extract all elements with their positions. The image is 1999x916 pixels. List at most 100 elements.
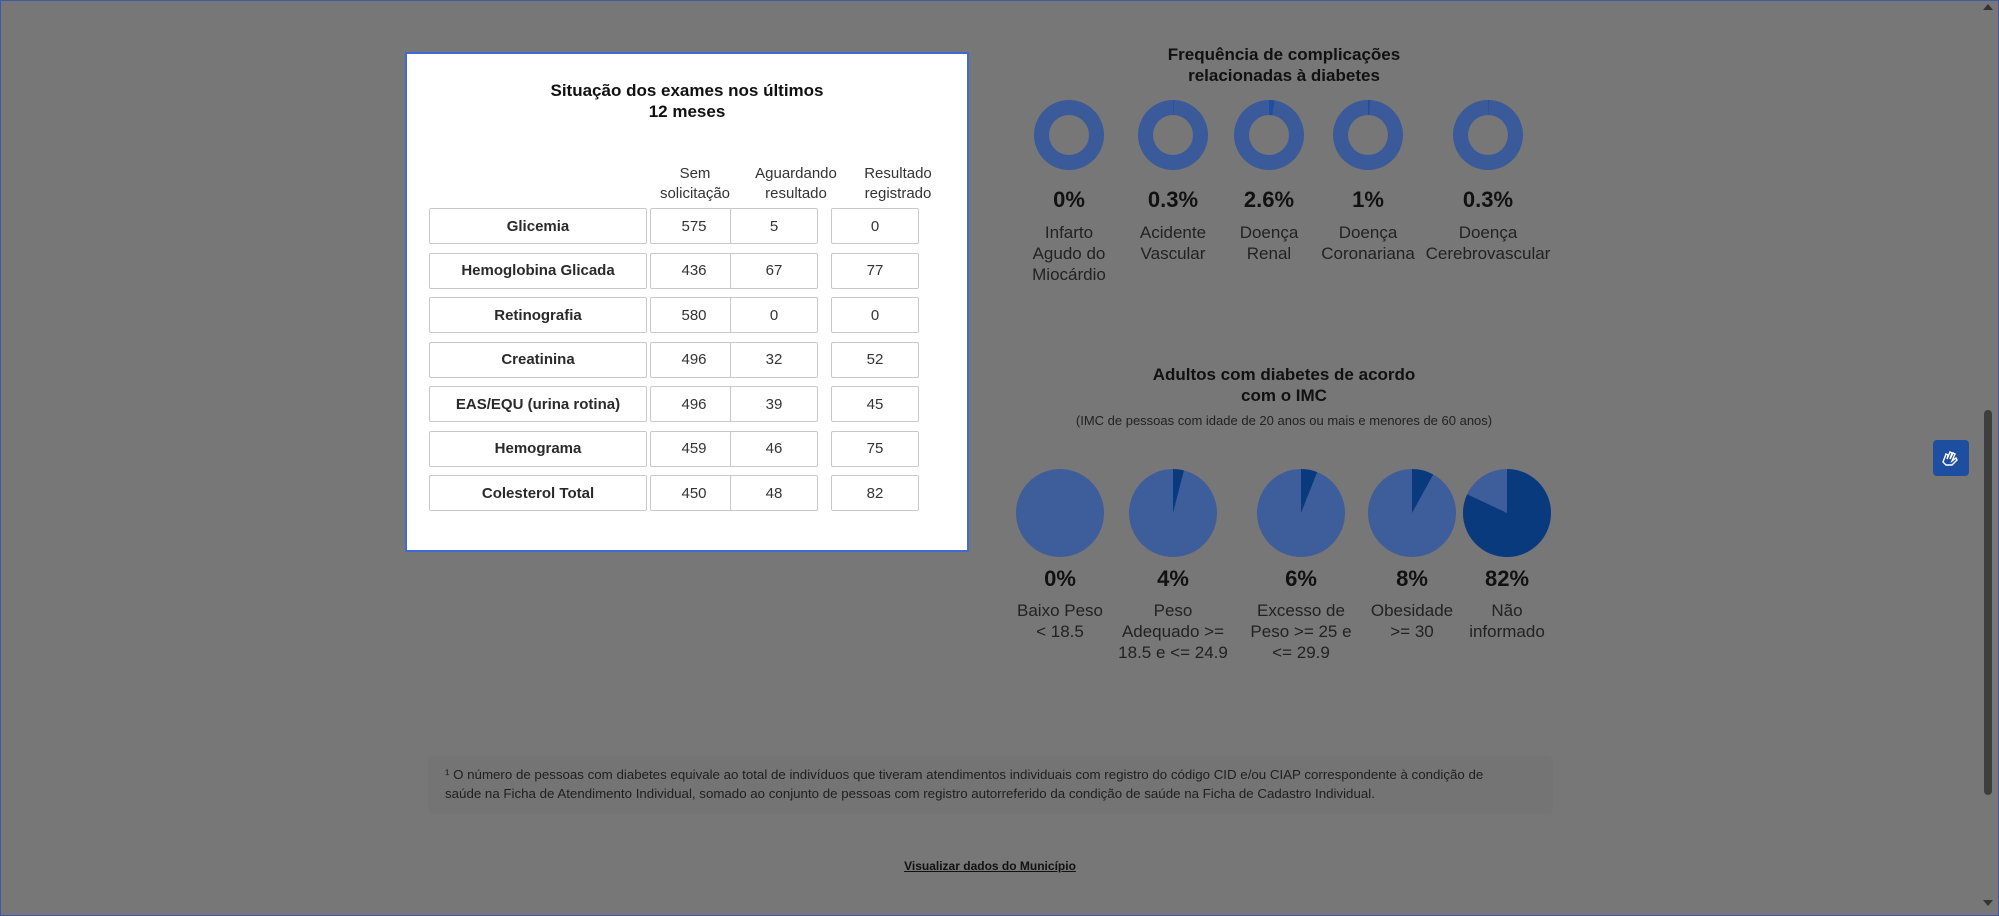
exam-value-cell: 496 xyxy=(650,341,738,378)
imc-label-line: informado xyxy=(1469,622,1545,641)
complication-percent: 0.3% xyxy=(1462,187,1514,212)
imc-subtitle: (IMC de pessoas com idade de 20 anos ou … xyxy=(1075,413,1493,428)
imc-percent: 8% xyxy=(1396,566,1428,591)
imc-label-line: <= 29.9 xyxy=(1272,643,1330,662)
exam-value-cell: 46 xyxy=(730,430,818,467)
imc-label-line: 18.5 e <= 24.9 xyxy=(1118,643,1228,662)
imc-label: Baixo Peso < 18.5 xyxy=(995,600,1125,642)
pie-slice xyxy=(1301,469,1318,513)
complication-donut xyxy=(1234,100,1304,170)
imc-pie xyxy=(1129,469,1217,557)
donut-hole xyxy=(1249,115,1289,155)
exam-value-cell: 0 xyxy=(730,297,818,333)
exam-value-cell: 0 xyxy=(831,297,919,333)
complication-label-line: Coronariana xyxy=(1321,244,1415,263)
donut-hole xyxy=(1468,115,1508,155)
scroll-up-icon[interactable] xyxy=(1983,4,1993,10)
donut-hole xyxy=(1049,115,1089,155)
exam-label: Retinografia xyxy=(429,297,647,333)
exam-label: Hemograma xyxy=(429,430,647,467)
imc-label-line: Peso >= 25 e xyxy=(1250,622,1352,641)
complication-label-line: Infarto xyxy=(1044,223,1094,242)
imc-label-line: >= 30 xyxy=(1390,622,1434,641)
complication-label: Doença Cerebrovascular xyxy=(1423,222,1553,264)
imc-label-line: Não xyxy=(1491,601,1523,620)
donut-hole xyxy=(1153,115,1193,155)
complication-percent: 1% xyxy=(1352,187,1384,212)
pie-slice xyxy=(1173,469,1184,513)
complication-label-line: Agudo do xyxy=(1032,244,1106,263)
exam-value-cell: 5 xyxy=(730,208,818,244)
complication-percent: 0% xyxy=(1053,187,1085,212)
scroll-down-icon[interactable] xyxy=(1983,900,1993,906)
complication-percent: 0.3% xyxy=(1147,187,1199,212)
exam-value-cell: 450 xyxy=(650,475,738,511)
exam-label: Colesterol Total xyxy=(429,475,647,511)
exam-value-cell: 75 xyxy=(831,430,919,467)
exam-value-cell: 0 xyxy=(831,208,919,244)
complication-label: Doença Coronariana xyxy=(1303,222,1433,264)
complication-label-line: Acidente xyxy=(1139,223,1207,242)
pie-base xyxy=(1016,469,1104,557)
exam-value-cell: 39 xyxy=(730,386,818,422)
complication-donut xyxy=(1034,100,1104,170)
imc-label: Excesso de Peso >= 25 e <= 29.9 xyxy=(1236,600,1366,663)
imc-label-line: Excesso de xyxy=(1257,601,1345,620)
exam-value-cell: 82 xyxy=(831,475,919,511)
exam-value-cell: 459 xyxy=(650,430,738,467)
imc-label-line: Baixo Peso xyxy=(1017,601,1103,620)
complication-percent: 2.6% xyxy=(1243,187,1295,212)
complication-donut xyxy=(1333,100,1403,170)
exam-label: EAS/EQU (urina rotina) xyxy=(429,386,647,422)
imc-label-line: Adequado >= xyxy=(1121,622,1225,641)
exam-value-cell: 580 xyxy=(650,297,738,333)
imc-label: Não informado xyxy=(1442,600,1572,642)
exam-value-cell: 67 xyxy=(730,252,818,289)
exam-label: Hemoglobina Glicada xyxy=(429,252,647,289)
exam-value-cell: 32 xyxy=(730,341,818,378)
scrollbar[interactable] xyxy=(1979,0,1997,914)
imc-label: Obesidade >= 30 xyxy=(1347,600,1477,642)
footnote: ¹ O número de pessoas com diabetes equiv… xyxy=(428,756,1553,814)
complication-label: Acidente Vascular xyxy=(1108,222,1238,264)
exam-value-cell: 436 xyxy=(650,252,738,289)
complication-label-line: Vascular xyxy=(1140,244,1206,263)
complication-donut xyxy=(1453,100,1523,170)
modal-title: Situação dos exames nos últimos 12 meses xyxy=(550,81,824,121)
complications-title: Frequência de complicações relacionadas … xyxy=(1167,45,1401,85)
imc-pie xyxy=(1463,469,1551,557)
imc-label-line: Peso xyxy=(1153,601,1193,620)
exam-label: Creatinina xyxy=(429,341,647,378)
complication-label-line: Miocárdio xyxy=(1032,265,1106,284)
column-header-resultado-registrado: Resultado registrado xyxy=(864,165,932,202)
imc-pie xyxy=(1016,469,1104,557)
exam-value-cell: 45 xyxy=(831,386,919,422)
imc-pie xyxy=(1257,469,1345,557)
complication-label: Doença Renal xyxy=(1204,222,1334,264)
imc-percent: 4% xyxy=(1157,566,1189,591)
imc-percent: 82% xyxy=(1484,566,1530,591)
complication-donut xyxy=(1138,100,1208,170)
vlibras-hands-icon[interactable] xyxy=(1933,440,1969,476)
exam-value-cell: 496 xyxy=(650,386,738,422)
imc-label-line: < 18.5 xyxy=(1036,622,1084,641)
imc-percent: 0% xyxy=(1044,566,1076,591)
scrollbar-thumb[interactable] xyxy=(1984,410,1992,795)
complication-label-line: Doença xyxy=(1458,223,1518,242)
complication-label-line: Cerebrovascular xyxy=(1425,244,1551,263)
exam-label: Glicemia xyxy=(429,208,647,244)
complication-label: Infarto Agudo do Miocárdio xyxy=(1004,222,1134,285)
pie-slice xyxy=(1463,469,1551,557)
imc-label-line: Obesidade xyxy=(1370,601,1454,620)
column-header-aguardando-resultado: Aguardando resultado xyxy=(755,165,837,202)
donut-hole xyxy=(1348,115,1388,155)
municipio-link[interactable]: Visualizar dados do Município xyxy=(904,859,1076,873)
exams-modal: Situação dos exames nos últimos 12 meses… xyxy=(405,52,969,552)
complication-label-line: Doença xyxy=(1239,223,1299,242)
complication-label-line: Renal xyxy=(1246,244,1292,263)
imc-percent: 6% xyxy=(1285,566,1317,591)
imc-title: Adultos com diabetes de acordo com o IMC xyxy=(1152,365,1416,405)
pie-slice xyxy=(1412,469,1434,513)
complication-label-line: Doença xyxy=(1338,223,1398,242)
exam-value-cell: 52 xyxy=(831,341,919,378)
